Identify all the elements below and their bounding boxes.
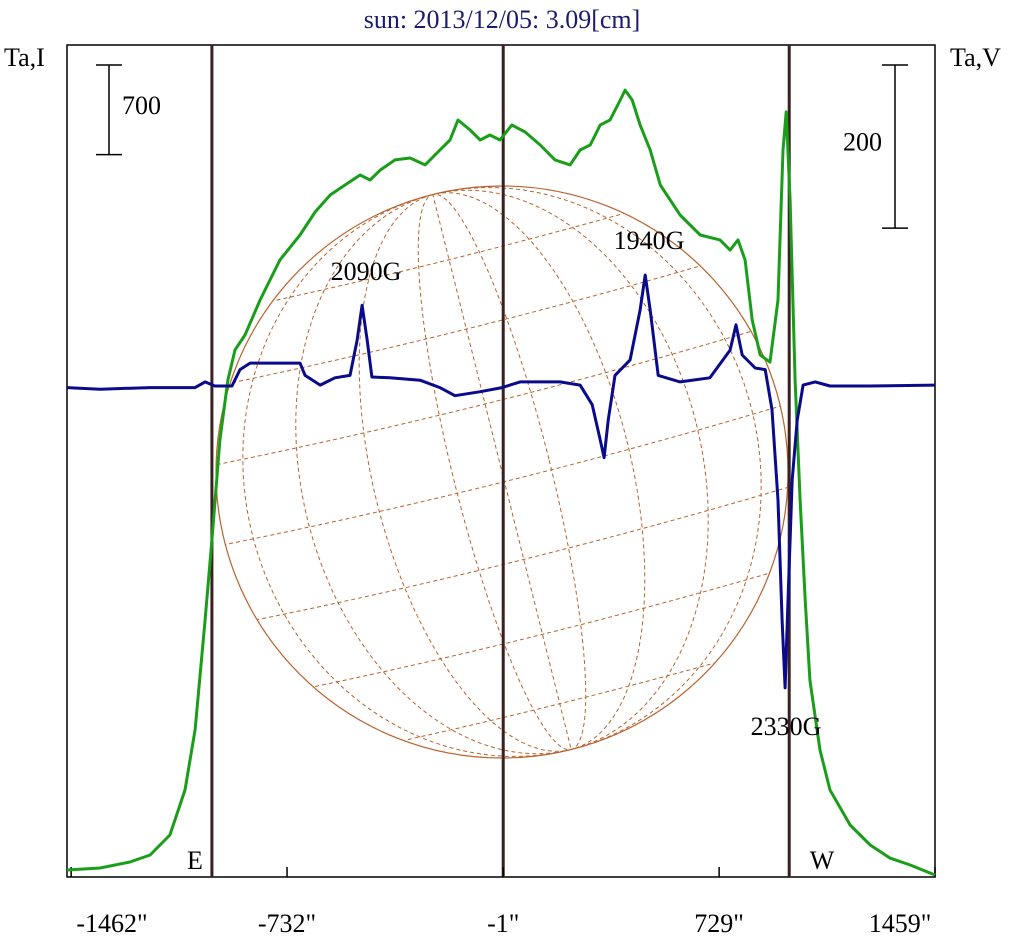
x-tick-label: 729" — [694, 909, 744, 938]
plot-frame — [66, 44, 936, 878]
y2-axis-label: Ta,V — [950, 43, 1001, 72]
parallel — [216, 608, 788, 758]
x-tick-label: 1459" — [869, 909, 932, 938]
data-line — [66, 88, 936, 877]
x-tick-label: -1462" — [76, 909, 147, 938]
annotation: 2090G — [331, 257, 402, 286]
x-tick-label: -732" — [258, 909, 316, 938]
parallel — [216, 464, 788, 636]
chart-title: sun: 2013/12/05: 3.09[cm] — [364, 5, 641, 34]
y-axis-label: Ta,I — [4, 43, 45, 72]
data-line — [66, 273, 936, 690]
annotation: 1940G — [614, 226, 685, 255]
parallel — [216, 308, 788, 480]
scale-label: 200 — [843, 128, 882, 157]
annotation: E — [187, 846, 203, 875]
annotation: W — [810, 846, 835, 875]
x-tick-label: -1" — [487, 909, 519, 938]
annotation: 2330G — [751, 712, 822, 741]
scale-label: 700 — [122, 91, 161, 120]
meridian — [295, 189, 709, 755]
